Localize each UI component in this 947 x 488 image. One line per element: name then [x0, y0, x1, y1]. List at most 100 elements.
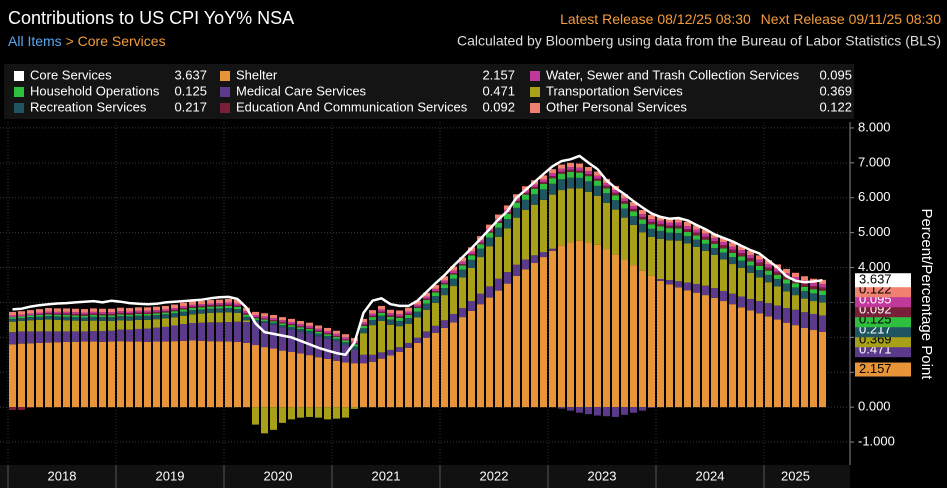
bar-segment: [171, 313, 178, 318]
bar-segment: [324, 334, 331, 336]
bar-segment: [603, 188, 610, 194]
x-tick-label: 2024: [696, 468, 725, 483]
bar-segment: [576, 177, 583, 189]
bar-segment: [144, 319, 151, 329]
bar-segment: [81, 331, 88, 342]
bar-segment: [99, 317, 106, 321]
bar-segment: [153, 313, 160, 316]
bar-segment: [675, 222, 682, 226]
bar-segment: [81, 317, 88, 321]
bar-segment: [693, 292, 700, 408]
bar-segment: [18, 331, 25, 344]
bar-segment: [567, 167, 574, 170]
breadcrumb-root[interactable]: All Items: [8, 33, 62, 49]
bar-segment: [567, 171, 574, 178]
bar-segment: [36, 314, 43, 316]
bar-segment: [297, 353, 304, 408]
bar-segment: [90, 316, 97, 321]
bar-segment: [63, 308, 70, 312]
bar-segment: [396, 310, 403, 315]
legend-swatch: [220, 87, 230, 97]
bar-segment: [432, 325, 439, 333]
bar-segment: [594, 195, 601, 245]
bar-segment: [684, 236, 691, 244]
bar-segment: [63, 320, 70, 332]
bar-segment: [630, 407, 637, 413]
bar-segment: [351, 346, 358, 350]
bar-segment: [711, 241, 718, 244]
bar-segment: [711, 243, 718, 248]
bar-segment: [369, 317, 376, 320]
bar-segment: [774, 279, 781, 287]
bar-segment: [189, 310, 196, 315]
bar-segment: [549, 194, 556, 249]
bar-segment: [594, 244, 601, 408]
bar-segment: [810, 293, 817, 302]
bar-segment: [729, 252, 736, 258]
bar-segment: [126, 313, 133, 315]
legend-label: Other Personal Services: [546, 99, 687, 114]
bar-segment: [360, 333, 367, 355]
y-tick-label: 0.000: [858, 399, 891, 414]
bar-segment: [675, 240, 682, 282]
bar-segment: [666, 222, 673, 226]
bar-segment: [405, 313, 412, 316]
bar-segment: [252, 318, 259, 320]
bar-segment: [279, 350, 286, 408]
bar-segment: [117, 311, 124, 313]
bar-segment: [396, 317, 403, 321]
x-axis-band: [0, 465, 850, 488]
bar-segment: [288, 407, 295, 420]
bar-segment: [576, 188, 583, 241]
bar-segment: [135, 319, 142, 329]
bar-segment: [144, 328, 151, 342]
bar-segment: [405, 318, 412, 324]
bar-segment: [342, 339, 349, 341]
bar-segment: [135, 328, 142, 342]
bar-segment: [45, 316, 52, 320]
bar-segment: [171, 325, 178, 342]
bar-segment: [54, 308, 61, 312]
bar-segment: [747, 298, 754, 311]
bar-segment: [342, 342, 349, 346]
bar-segment: [153, 310, 160, 312]
bar-segment: [144, 315, 151, 320]
bar-segment: [90, 331, 97, 342]
bar-segment: [594, 407, 601, 416]
bar-segment: [252, 317, 259, 319]
bar-segment: [630, 206, 637, 209]
legend-value: 0.217: [174, 99, 207, 114]
bar-segment: [225, 305, 232, 309]
bar-segment: [45, 313, 52, 315]
bar-segment: [801, 283, 808, 287]
bar-segment: [63, 311, 70, 314]
bar-segment: [45, 331, 52, 343]
bar-segment: [270, 324, 277, 349]
bar-segment: [306, 328, 313, 331]
latest-release: 08/12/25 08:30: [657, 11, 751, 27]
bar-segment: [576, 170, 583, 173]
bar-segment: [180, 308, 187, 310]
bar-segment: [54, 313, 61, 315]
bar-segment: [378, 312, 385, 316]
bar-segment: [792, 309, 799, 326]
bar-segment: [450, 266, 457, 271]
bar-segment: [540, 199, 547, 253]
bar-segment: [261, 316, 268, 319]
bar-segment: [270, 348, 277, 408]
bar-segment: [225, 298, 232, 303]
bar-segment: [243, 342, 250, 408]
bar-segment: [396, 316, 403, 318]
bar-segment: [477, 304, 484, 408]
bar-segment: [711, 247, 718, 255]
bar-segment: [666, 232, 673, 241]
bar-segment: [153, 315, 160, 320]
bar-segment: [774, 268, 781, 272]
bar-segment: [297, 328, 304, 332]
bar-segment: [477, 244, 484, 249]
bar-segment: [27, 320, 34, 332]
x-tick-label: 2023: [588, 468, 617, 483]
bar-segment: [756, 301, 763, 314]
bar-segment: [774, 271, 781, 275]
bar-segment: [252, 407, 259, 425]
